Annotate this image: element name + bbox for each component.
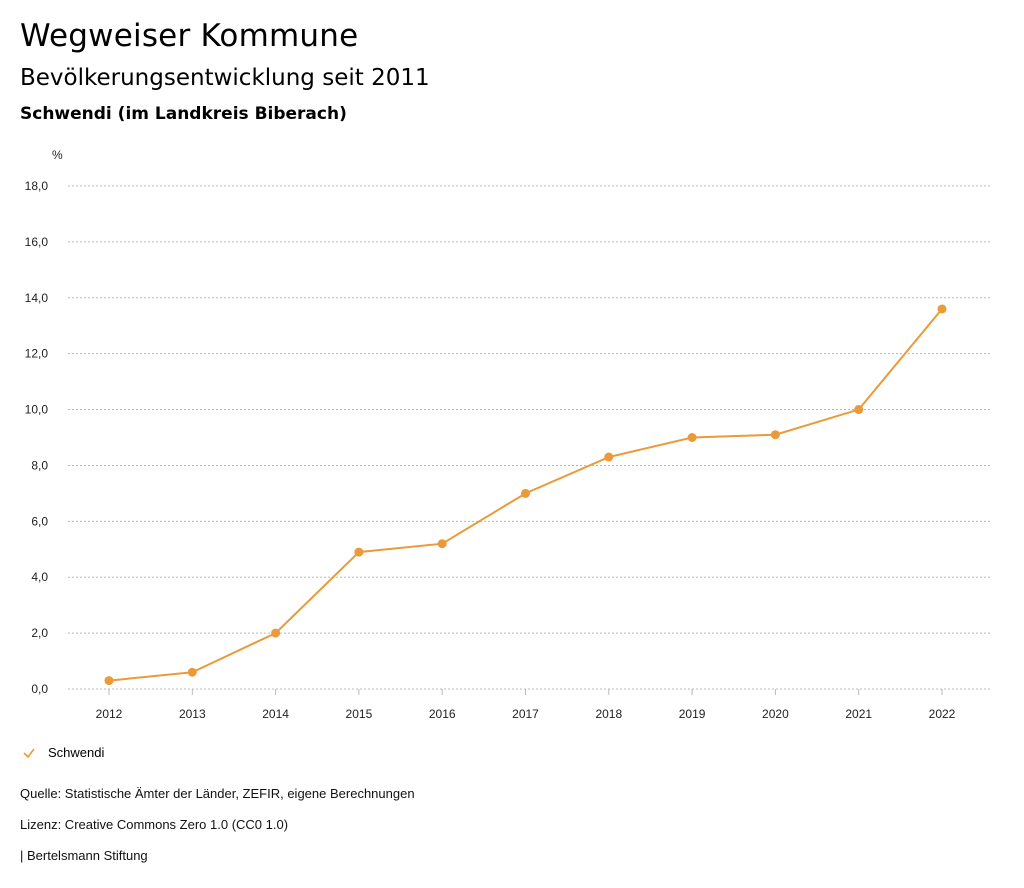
data-point-2016[interactable] xyxy=(437,539,447,549)
y-tick-label: 6,0 xyxy=(31,514,48,528)
y-tick-label: 18,0 xyxy=(25,179,49,193)
publisher-note: | Bertelsmann Stiftung xyxy=(20,848,148,863)
data-point-2017[interactable] xyxy=(521,488,530,498)
y-tick-labels: 0,0 2,0 4,0 6,0 8,0 10,0 12,0 14,0 16,0 18,0 xyxy=(25,179,49,696)
x-tick-label: 2016 xyxy=(429,707,456,721)
x-tick-label: 2022 xyxy=(929,707,956,721)
data-point-2021[interactable] xyxy=(854,405,864,415)
data-point-2014[interactable] xyxy=(271,628,281,638)
x-tick-label: 2017 xyxy=(512,707,539,721)
y-unit-label: % xyxy=(52,148,63,162)
x-tick-label: 2018 xyxy=(595,707,622,721)
data-point-2018[interactable] xyxy=(604,452,614,462)
page-title: Wegweiser Kommune xyxy=(20,18,359,54)
x-tick-label: 2013 xyxy=(179,707,206,721)
data-point-2022[interactable] xyxy=(937,304,947,314)
data-point-2012[interactable] xyxy=(104,676,114,686)
x-tick-label: 2021 xyxy=(845,707,872,721)
y-tick-label: 0,0 xyxy=(31,682,48,696)
x-tick-label: 2020 xyxy=(762,707,789,721)
check-icon xyxy=(23,748,35,758)
series-layer xyxy=(104,304,947,686)
x-tick-labels: 2012 2013 2014 2015 2016 2017 2018 2019 2020 2021… xyxy=(96,689,956,721)
y-tick-label: 2,0 xyxy=(31,626,48,640)
y-tick-label: 14,0 xyxy=(25,291,49,305)
data-point-2020[interactable] xyxy=(770,430,780,440)
x-tick-label: 2019 xyxy=(679,707,706,721)
grid-layer xyxy=(68,185,990,690)
y-tick-label: 10,0 xyxy=(25,403,49,417)
x-tick-label: 2014 xyxy=(262,707,289,721)
source-note: Quelle: Statistische Ämter der Länder, Z… xyxy=(20,786,415,801)
y-tick-label: 4,0 xyxy=(31,570,48,584)
license-note: Lizenz: Creative Commons Zero 1.0 (CC0 1… xyxy=(20,817,289,832)
data-point-2015[interactable] xyxy=(354,547,364,557)
y-tick-label: 8,0 xyxy=(31,458,48,472)
legend-label: Schwendi xyxy=(48,745,105,760)
chart-subtitle: Bevölkerungsentwicklung seit 2011 xyxy=(20,65,430,91)
line-chart: % 0,0 2,0 4,0 6,0 8,0 10,0 12,0 14,0 16,0 18,0 20… xyxy=(25,148,990,721)
y-tick-label: 16,0 xyxy=(25,235,49,249)
y-tick-label: 12,0 xyxy=(25,347,49,361)
data-point-2019[interactable] xyxy=(687,433,697,442)
legend-item-schwendi[interactable]: Schwendi xyxy=(22,745,104,760)
x-tick-label: 2012 xyxy=(96,707,123,721)
x-tick-label: 2015 xyxy=(346,707,373,721)
region-label: Schwendi (im Landkreis Biberach) xyxy=(20,104,347,124)
data-point-2013[interactable] xyxy=(187,667,197,677)
